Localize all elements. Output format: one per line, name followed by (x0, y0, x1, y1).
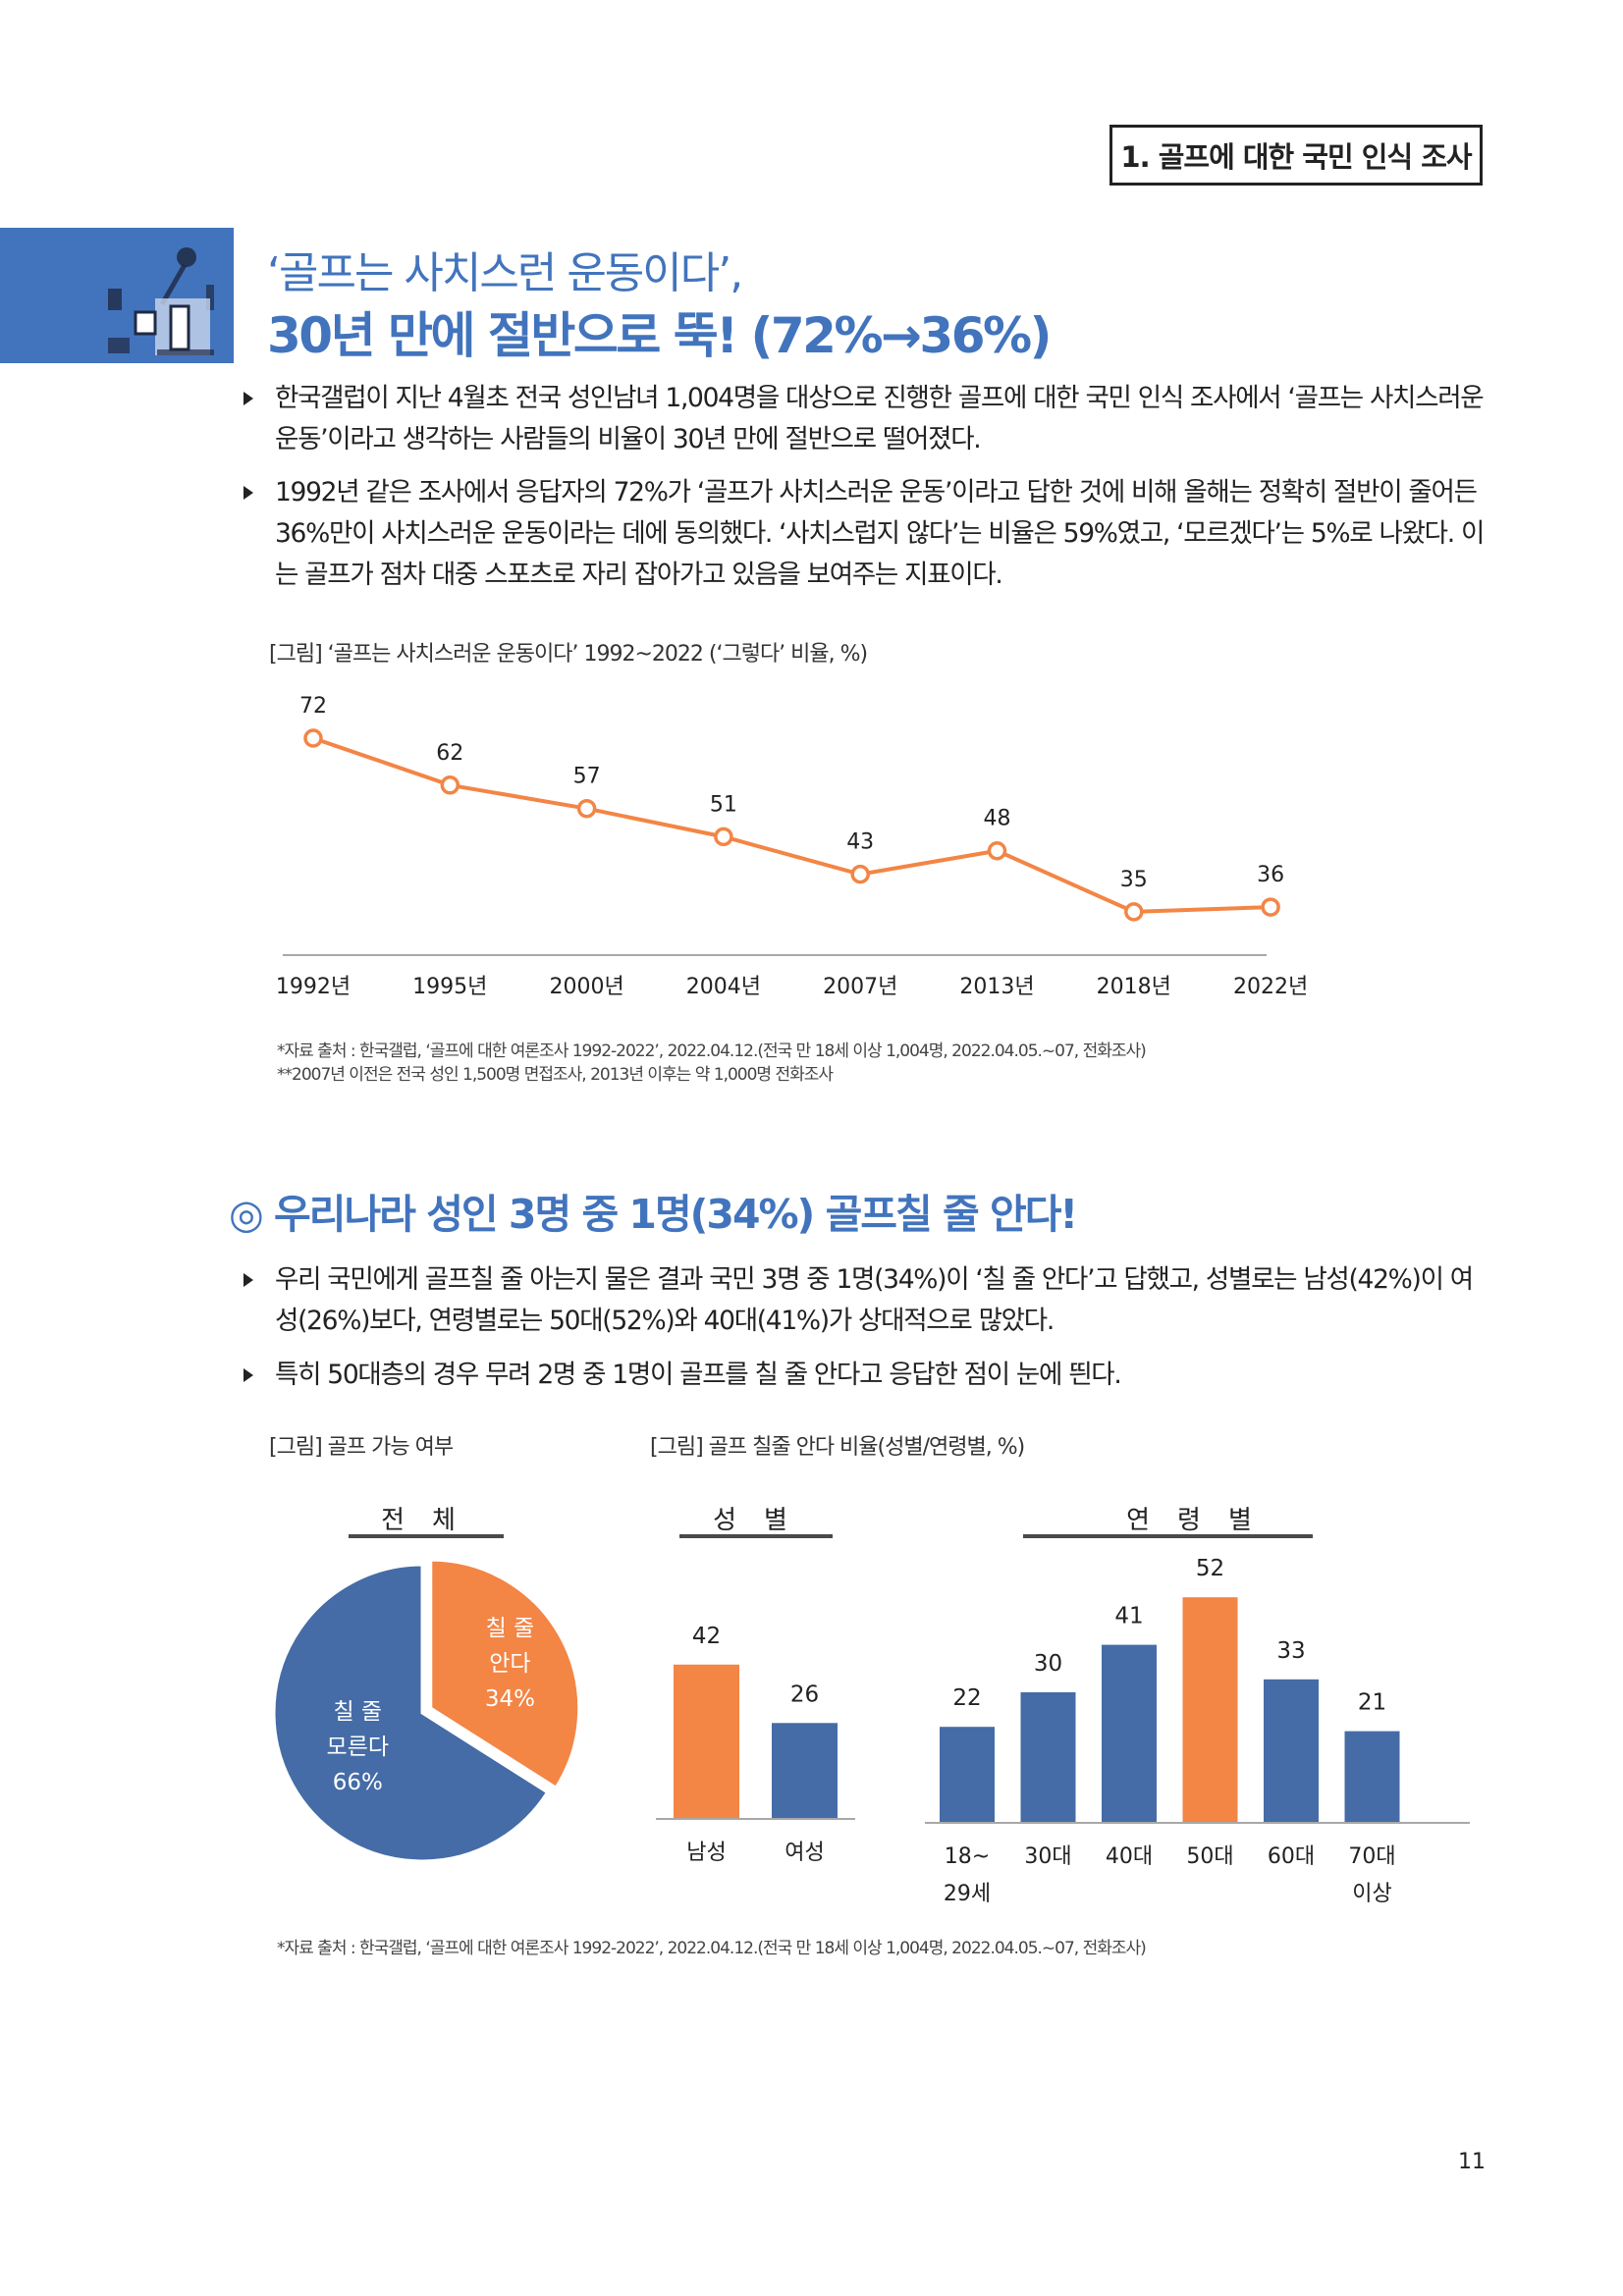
x-tick-label: 70대 (1348, 1844, 1395, 1869)
page-title-line2: 30년 만에 절반으로 뚝! (72%→36%) (267, 307, 1052, 364)
data-point (303, 728, 323, 748)
x-tick-label: 남성 (686, 1841, 726, 1865)
x-tick-label: 60대 (1268, 1844, 1315, 1869)
data-label: 48 (984, 807, 1011, 831)
bar-value-label: 42 (692, 1624, 721, 1649)
bar-value-label: 21 (1358, 1690, 1386, 1716)
x-tick-label: 2000년 (549, 975, 623, 999)
x-tick-label: 30대 (1024, 1844, 1071, 1869)
data-label: 57 (573, 765, 601, 789)
data-point (576, 798, 597, 819)
pie-label: 칠 줄 (333, 1699, 382, 1725)
x-tick-label: 여성 (784, 1841, 824, 1865)
x-tick-label: 2013년 (959, 975, 1034, 999)
bars-caption: [그림] 골프 칠줄 안다 비율(성별/연령별, %) (650, 1435, 1025, 1460)
page-number: 11 (1458, 2150, 1486, 2174)
figure-caption: [그림] ‘골프는 사치스러운 운동이다’ 1992~2022 (‘그렇다’ 비… (269, 642, 868, 667)
x-tick-label: 1995년 (412, 975, 487, 999)
group-underline (679, 1534, 833, 1538)
bar-value-label: 33 (1276, 1638, 1305, 1664)
bar (1264, 1679, 1319, 1822)
x-tick-label: 1992년 (276, 975, 351, 999)
source-note: *자료 출처 : 한국갤럽, ‘골프에 대한 여론조사 1992-2022’, … (277, 1041, 1147, 1061)
page-title-line1: ‘골프는 사치스런 운동이다’, (267, 248, 743, 298)
pie-slice (429, 1558, 581, 1790)
data-label: 43 (846, 830, 874, 855)
bullet-text: 특히 50대층의 경우 무려 2명 중 1명이 골프를 칠 줄 안다고 응답한 … (275, 1360, 1122, 1390)
bar (1182, 1597, 1238, 1822)
gender-bar-chart: 42 남성 26 여성 (656, 1624, 855, 1865)
bullet-icon (243, 1368, 253, 1382)
header-banner (0, 228, 234, 363)
group-title-age: 연령별 (1126, 1506, 1279, 1535)
pie-label: 안다 (489, 1651, 530, 1677)
x-tick-label: 29세 (944, 1882, 991, 1906)
bar (1102, 1644, 1157, 1822)
x-tick-label: 2022년 (1233, 975, 1308, 999)
bar (940, 1727, 995, 1822)
data-label: 36 (1257, 863, 1284, 887)
bar-value-label: 22 (952, 1685, 981, 1711)
bullet-icon (243, 1273, 253, 1287)
section-label: 1. 골프에 대한 국민 인식 조사 (1109, 125, 1483, 186)
pie-label: 34% (485, 1686, 535, 1712)
data-label: 62 (436, 741, 463, 766)
bullet-item: 1992년 같은 조사에서 응답자의 72%가 ‘골프가 사치스러운 운동’이라… (243, 472, 1490, 596)
x-tick-label: 2004년 (686, 975, 761, 999)
x-tick-label: 18~ (945, 1844, 990, 1869)
x-tick-label: 이상 (1352, 1882, 1391, 1906)
bullet-text: 우리 국민에게 골프칠 줄 아는지 물은 결과 국민 3명 중 1명(34%)이… (275, 1264, 1474, 1336)
x-tick-label: 2018년 (1097, 975, 1171, 999)
bar (1020, 1692, 1076, 1822)
bullet-item: 한국갤럽이 지난 4월초 전국 성인남녀 1,004명을 대상으로 진행한 골프… (243, 378, 1490, 460)
pie-caption: [그림] 골프 가능 여부 (269, 1435, 454, 1460)
group-underline (349, 1534, 504, 1538)
bar-value-label: 30 (1034, 1651, 1062, 1677)
bar-value-label: 26 (790, 1682, 819, 1707)
bar (1344, 1731, 1400, 1822)
data-point (1124, 902, 1144, 922)
bar (674, 1664, 739, 1818)
bullet-item: 우리 국민에게 골프칠 줄 아는지 물은 결과 국민 3명 중 1명(34%)이… (243, 1259, 1490, 1342)
data-point (714, 827, 733, 847)
section-heading: ◎ 우리나라 성인 3명 중 1명(34%) 골프칠 줄 안다! (229, 1191, 1078, 1238)
source-note-2: **2007년 이전은 전국 성인 1,500명 면접조사, 2013년 이후는… (277, 1065, 834, 1085)
data-point (440, 775, 460, 795)
bar-value-label: 41 (1114, 1604, 1143, 1629)
bullet-icon (243, 392, 253, 405)
pie-slice (272, 1563, 550, 1863)
line-chart: 72 1992년 62 1995년 57 2000년 51 2004년 43 2007년 48 201… (276, 694, 1308, 999)
bullet-item: 특히 50대층의 경우 무려 2명 중 1명이 골프를 칠 줄 안다고 응답한 … (243, 1355, 1490, 1396)
pie-label: 모른다 (327, 1735, 389, 1760)
bullet-text: 한국갤럽이 지난 4월초 전국 성인남녀 1,004명을 대상으로 진행한 골프… (275, 383, 1485, 454)
bar-value-label: 52 (1196, 1556, 1224, 1581)
group-title-gender: 성별 (713, 1506, 815, 1535)
pie-label: 칠 줄 (486, 1616, 535, 1641)
bullet-icon (243, 486, 253, 500)
x-tick-label: 2007년 (823, 975, 897, 999)
source-note: *자료 출처 : 한국갤럽, ‘골프에 대한 여론조사 1992-2022’, … (277, 1939, 1147, 1958)
data-point (1261, 897, 1280, 917)
group-underline (1023, 1534, 1313, 1538)
series-line (312, 736, 1271, 914)
bullet-text: 1992년 같은 조사에서 응답자의 72%가 ‘골프가 사치스러운 운동’이라… (275, 477, 1485, 590)
bar (772, 1723, 838, 1818)
data-point (850, 864, 870, 884)
data-label: 72 (299, 694, 327, 719)
x-tick-label: 50대 (1186, 1844, 1233, 1869)
x-tick-label: 40대 (1106, 1844, 1153, 1869)
data-point (987, 840, 1007, 861)
data-label: 35 (1120, 868, 1148, 892)
pie-label: 66% (333, 1770, 383, 1795)
golf-cart-icon (108, 247, 214, 355)
group-title-total: 전체 (381, 1506, 483, 1535)
data-label: 51 (710, 792, 737, 817)
